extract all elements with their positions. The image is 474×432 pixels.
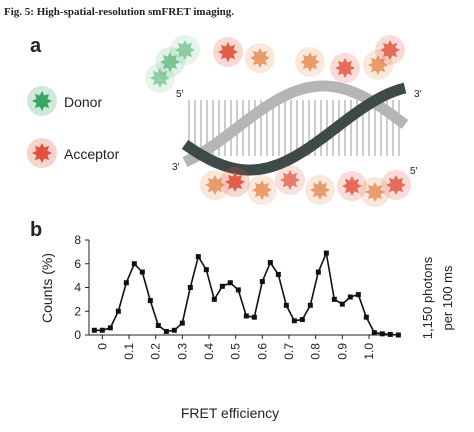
data-point	[171, 327, 177, 333]
fluorophore	[335, 58, 355, 78]
x-tick-label: 0.2	[149, 343, 163, 360]
data-point	[155, 323, 161, 328]
data-point	[147, 298, 153, 304]
fluorophore	[365, 182, 385, 202]
data-point	[163, 328, 169, 334]
panel-label: b	[30, 219, 42, 241]
x-tick-label: 0.5	[229, 343, 243, 360]
dna-strand	[181, 82, 407, 176]
x-tick-label: 0.3	[175, 343, 189, 360]
data-point	[187, 285, 193, 290]
legend-acceptor: Acceptor	[64, 146, 120, 162]
data-point	[195, 254, 201, 260]
fluorophore	[368, 55, 388, 75]
fluorophore	[280, 170, 300, 190]
x-tick-label: 0.7	[282, 343, 296, 360]
data-point	[267, 260, 273, 266]
figure-title: Fig. 5: High-spatial-resolution smFRET i…	[4, 6, 234, 18]
panel-label: a	[30, 35, 42, 57]
fluorophore	[310, 180, 330, 200]
x-tick-label: 0.8	[309, 343, 323, 360]
data-point	[235, 287, 241, 293]
data-point	[219, 283, 225, 289]
fluorophore	[252, 180, 272, 200]
data-point	[123, 280, 129, 286]
data-point	[291, 318, 297, 324]
data-point	[283, 302, 289, 308]
data-point	[179, 320, 185, 326]
data-point	[131, 261, 137, 267]
y-tick-label: 8	[74, 233, 81, 247]
data-point	[91, 327, 97, 333]
y-tick-label: 0	[74, 328, 81, 342]
data-point	[387, 331, 393, 337]
fluorophore	[380, 40, 400, 60]
data-point	[211, 296, 217, 302]
data-point	[227, 280, 233, 286]
data-point	[355, 292, 361, 298]
fluorophore	[300, 52, 320, 72]
fluorophore	[32, 91, 52, 111]
data-point	[363, 314, 369, 320]
data-point	[339, 301, 345, 307]
x-tick-label: 0.9	[335, 343, 349, 360]
fluorophore	[150, 68, 170, 88]
fluorophore	[218, 42, 238, 62]
x-tick-label: 0.4	[202, 343, 216, 360]
legend-donor: Donor	[64, 94, 102, 110]
data-point	[259, 279, 265, 285]
fluorophore	[175, 40, 195, 60]
data-point	[243, 313, 249, 319]
x-tick-label: 1.0	[362, 343, 376, 360]
fluorophore	[205, 175, 225, 195]
data-line	[94, 250, 399, 336]
data-point	[307, 302, 313, 308]
strand-end: 3′	[172, 162, 180, 173]
y-tick-label: 6	[74, 257, 81, 271]
x-tick-label: 0	[95, 343, 109, 350]
x-axis-label: FRET efficiency	[181, 405, 279, 421]
fluorophore	[386, 175, 406, 195]
fluorophore	[342, 176, 362, 196]
y-axis-label: Counts (%)	[39, 253, 55, 323]
data-point	[379, 331, 385, 337]
x-tick-label: 0.1	[122, 343, 136, 360]
y-tick-label: 4	[74, 281, 81, 295]
fluorophore	[225, 172, 245, 192]
y-tick-label: 2	[74, 304, 81, 318]
data-point	[139, 269, 145, 275]
data-point	[331, 296, 337, 302]
fluorophore	[250, 48, 270, 68]
data-point	[275, 271, 281, 277]
data-point	[203, 267, 209, 273]
x-tick-label: 0.6	[255, 343, 269, 360]
strand-end: 3′	[414, 89, 422, 100]
fluorophore	[160, 52, 180, 72]
data-point	[315, 269, 321, 275]
fluorophore	[32, 143, 52, 163]
data-point	[395, 332, 401, 338]
data-point	[115, 308, 121, 314]
side-label: per 100 ms	[440, 265, 455, 331]
data-point	[371, 330, 377, 336]
strand-end: 5′	[176, 89, 184, 100]
data-point	[347, 294, 353, 300]
data-point	[299, 317, 305, 323]
data-point	[99, 327, 105, 333]
data-point	[107, 325, 113, 331]
strand-end: 5′	[410, 166, 418, 177]
data-point	[323, 250, 329, 256]
data-point	[251, 314, 257, 320]
side-label: 1,150 photons	[420, 256, 435, 339]
